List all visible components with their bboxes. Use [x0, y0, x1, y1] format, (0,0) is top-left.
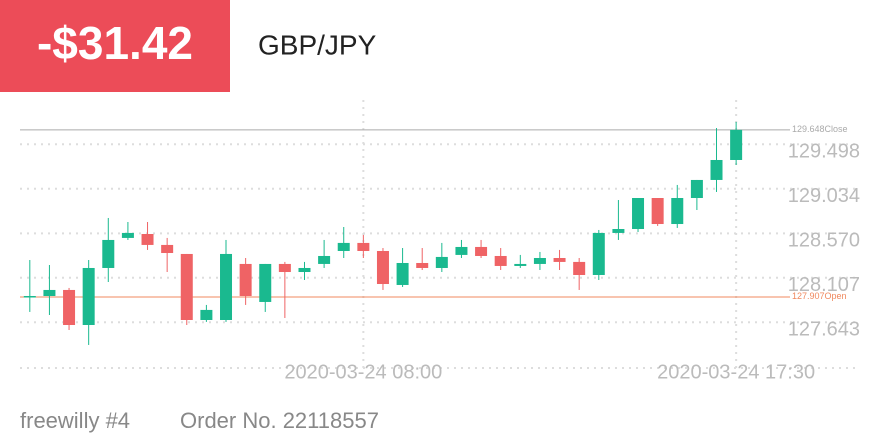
- y-tick-label: 129.498: [788, 141, 860, 163]
- candle-body: [710, 159, 723, 180]
- candle-body: [612, 229, 625, 233]
- candle-body: [592, 232, 605, 275]
- candle-body: [730, 129, 743, 160]
- y-tick-label: 129.034: [788, 185, 860, 207]
- candle-body: [318, 255, 331, 264]
- x-tick-label: 2020-03-24 08:00: [284, 361, 442, 383]
- candle-body: [239, 263, 252, 297]
- pnl-badge: [0, 0, 230, 92]
- candle-body: [220, 253, 233, 321]
- candle-body: [161, 244, 174, 254]
- candle-body: [553, 257, 566, 262]
- account: freewilly #4: [20, 408, 130, 433]
- candle-body: [533, 257, 546, 264]
- candle-body: [180, 253, 193, 321]
- candle-body: [200, 309, 213, 321]
- candle-body: [357, 242, 370, 251]
- candle-body: [121, 232, 134, 238]
- x-tick-label: 2020-03-24 17:30: [657, 361, 815, 383]
- candle-body: [278, 263, 291, 273]
- candle-body: [337, 242, 350, 251]
- candle-body: [514, 263, 527, 266]
- candle-body: [376, 250, 389, 285]
- candle-body: [671, 198, 684, 225]
- candle-body: [632, 198, 645, 230]
- candle-body: [141, 234, 154, 245]
- y-tick-label: 127.643: [788, 319, 860, 341]
- candle-body: [416, 262, 429, 268]
- reference-name: Close: [825, 124, 848, 134]
- candle-body: [259, 263, 272, 302]
- candle-body: [82, 267, 95, 325]
- reference-value: 129.648: [792, 124, 825, 134]
- candle-body: [573, 261, 586, 275]
- reference-name: Open: [825, 291, 847, 301]
- candle-body: [43, 289, 56, 297]
- order-number: Order No. 22118557: [180, 408, 379, 433]
- candle-body: [396, 262, 409, 285]
- y-tick-label: 128.107: [788, 274, 860, 296]
- candle-body: [102, 239, 115, 268]
- candle-body: [494, 255, 507, 266]
- candle-body: [690, 179, 703, 199]
- candle-body: [298, 267, 311, 273]
- pnl: -$31.42: [37, 17, 193, 69]
- candle-body: [23, 296, 36, 298]
- y-tick-label: 128.570: [788, 230, 860, 252]
- candle-body: [455, 246, 468, 255]
- reference-label: 127.907Open: [792, 291, 847, 301]
- candle-body: [63, 289, 76, 325]
- candle-body: [475, 246, 488, 256]
- symbol: GBP/JPY: [258, 29, 377, 60]
- candle-body: [651, 198, 664, 225]
- candle-body: [435, 256, 448, 268]
- reference-value: 127.907: [792, 291, 825, 301]
- reference-label: 129.648Close: [792, 124, 848, 134]
